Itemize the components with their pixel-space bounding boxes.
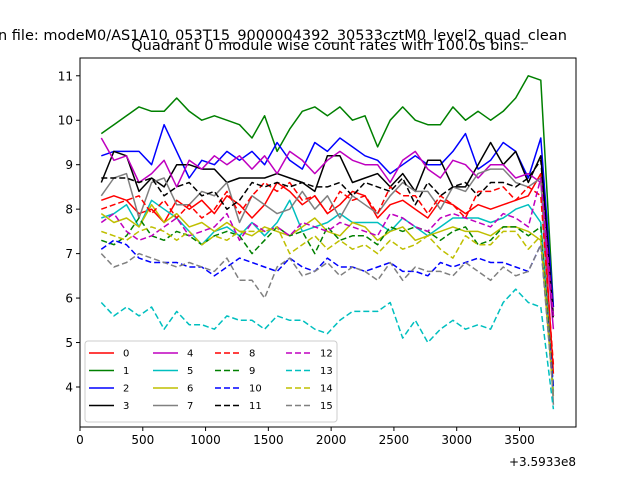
x-axis: 0 500 1000 1500 2000 2500 3000 3500 <box>76 427 535 447</box>
legend-label-0: 0 <box>123 349 129 360</box>
series-line-2 <box>101 123 555 308</box>
series-line-7 <box>100 168 555 405</box>
series-line-3 <box>100 141 555 316</box>
series-line-1 <box>100 75 555 308</box>
x-tick-label: 3500 <box>504 433 535 447</box>
legend-label-4: 4 <box>187 349 193 360</box>
legend-label-11: 11 <box>249 401 262 412</box>
y-tick-label: 4 <box>65 380 73 394</box>
legend-label-3: 3 <box>123 401 129 412</box>
x-tick-label: 0 <box>76 433 84 447</box>
y-tick-label: 8 <box>65 203 73 217</box>
x-tick-label: 1000 <box>190 433 221 447</box>
x-tick-label: 2000 <box>316 433 347 447</box>
y-tick-label: 9 <box>65 158 73 172</box>
legend-label-13: 13 <box>320 366 333 377</box>
legend-box <box>84 340 338 423</box>
y-tick-label: 5 <box>65 336 73 350</box>
y-tick-label: 11 <box>58 69 73 83</box>
legend-label-10: 10 <box>249 384 262 395</box>
plot-frame <box>79 57 577 428</box>
x-offset-label: +3.5933e8 <box>509 455 576 469</box>
x-tick-label: 1500 <box>253 433 284 447</box>
x-tick-label: 3000 <box>441 433 472 447</box>
legend-label-1: 1 <box>123 366 129 377</box>
legend-label-5: 5 <box>187 366 193 377</box>
y-tick-label: 10 <box>58 114 73 128</box>
legend-label-9: 9 <box>249 366 255 377</box>
legend-label-8: 8 <box>249 349 255 360</box>
figure-suptitle: n file: modeM0/AS1A10_053T15_9000004392_… <box>0 28 567 44</box>
series-line-8 <box>101 181 555 365</box>
x-tick-label: 2500 <box>379 433 410 447</box>
legend-label-15: 15 <box>320 401 333 412</box>
series-line-10 <box>100 239 555 388</box>
legend-label-7: 7 <box>187 401 193 412</box>
y-axis: 4 5 6 7 8 9 10 11 <box>58 69 80 394</box>
series-line-11 <box>101 159 555 321</box>
series-line-4 <box>100 137 555 330</box>
series-line-13 <box>100 288 555 410</box>
legend-label-14: 14 <box>320 384 333 395</box>
legend-label-12: 12 <box>320 349 333 360</box>
series-layer <box>100 75 555 410</box>
series-line-14 <box>101 226 555 396</box>
x-tick-label: 500 <box>131 433 154 447</box>
legend-label-6: 6 <box>187 384 193 395</box>
series-line-6 <box>100 203 555 396</box>
y-tick-label: 6 <box>65 292 73 306</box>
series-line-9 <box>101 217 555 388</box>
legend-label-2: 2 <box>123 384 129 395</box>
chart-title: Quadrant 0 module wise count rates with … <box>131 38 525 54</box>
y-tick-label: 7 <box>65 247 73 261</box>
